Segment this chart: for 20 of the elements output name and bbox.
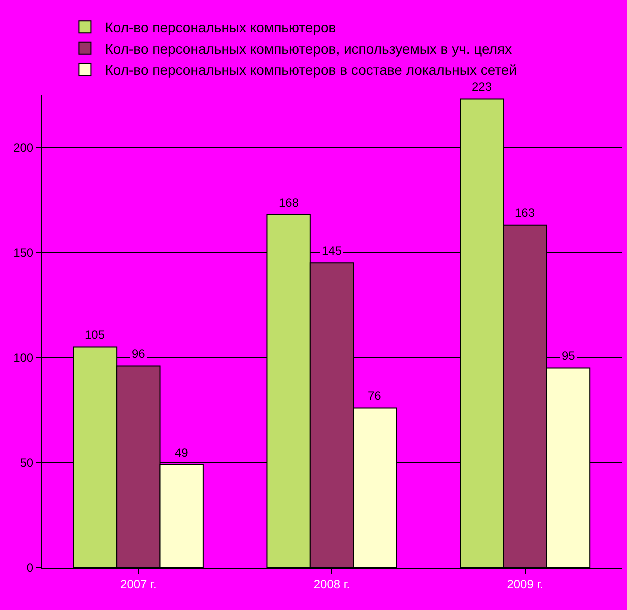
data-label: 163 <box>515 206 536 220</box>
data-label: 105 <box>85 328 106 342</box>
data-label: 96 <box>132 347 146 361</box>
y-tick-label: 150 <box>14 246 34 260</box>
legend-label: Кол-во персональных компьютеров, используемых в уч. целях <box>105 40 512 57</box>
data-label: 49 <box>175 446 189 460</box>
x-tick-label: 2008 г. <box>314 577 350 592</box>
data-label: 76 <box>368 389 382 403</box>
y-tick-label: 0 <box>26 561 34 576</box>
data-label: 95 <box>562 349 576 363</box>
x-tick-label: 2007 г. <box>120 577 157 592</box>
data-label: 168 <box>279 196 300 210</box>
y-tick-label: 200 <box>14 140 34 155</box>
data-label: 223 <box>472 80 492 94</box>
x-tick-label: 2009 г. <box>507 577 544 592</box>
y-tick-label: 50 <box>20 456 34 470</box>
legend-label: Кол-во персональных компьютеров <box>105 20 336 36</box>
y-tick-label: 100 <box>14 350 34 365</box>
data-label: 145 <box>322 244 342 258</box>
legend-label: Кол-во персональных компьютеров в составе локальных сетей <box>105 62 518 78</box>
